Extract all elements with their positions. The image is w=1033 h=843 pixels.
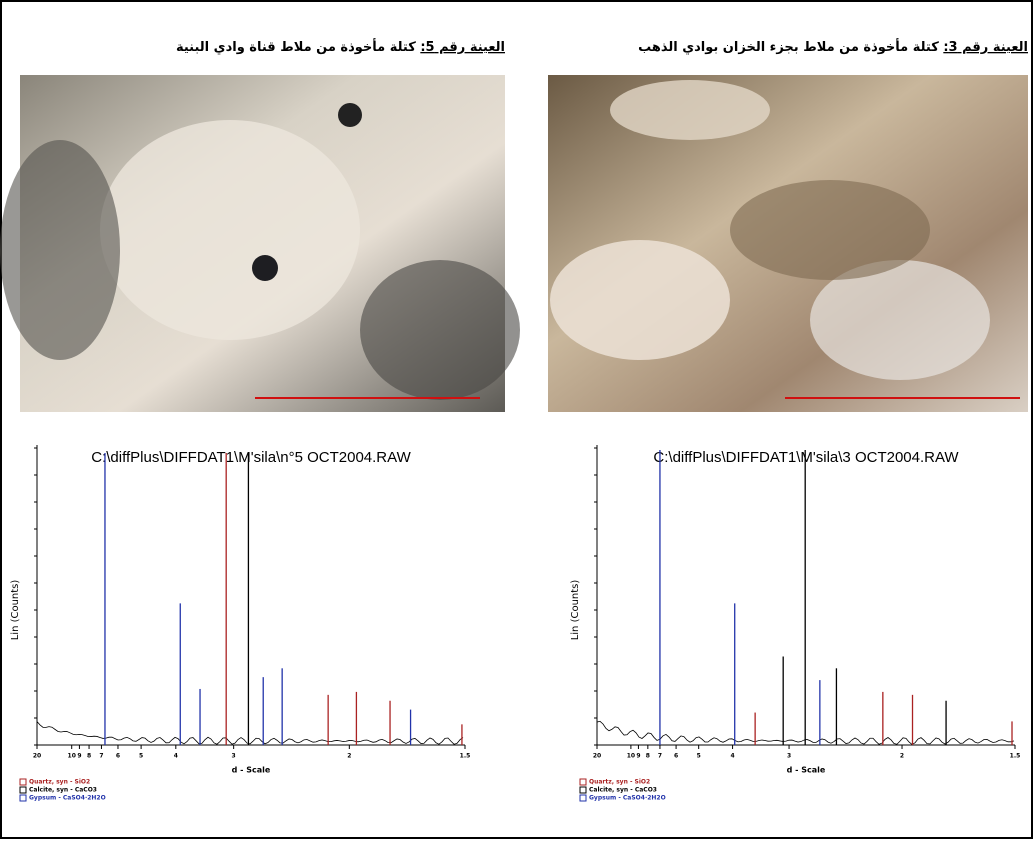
- x-tick-label: 7: [99, 753, 103, 760]
- x-tick-label: 2: [347, 753, 351, 760]
- caption-label: العينة رقم 5:: [420, 40, 505, 55]
- x-tick-label: 6: [674, 753, 678, 760]
- x-tick-label: 9: [636, 753, 640, 760]
- x-axis-label: d - Scale: [787, 766, 826, 775]
- legend-entry: Calcite, syn - CaCO3: [589, 787, 657, 794]
- caption: العينة رقم 3: كتلة مأخوذة من ملاط بجزء ا…: [638, 38, 1028, 55]
- caption-text: كتلة مأخوذة من ملاط قناة وادي البنية: [176, 38, 420, 55]
- legend-swatch: [580, 787, 586, 793]
- x-tick-label: 1.5: [460, 753, 471, 760]
- x-tick-label: 6: [116, 753, 120, 760]
- legend-entry: Quartz, syn - SiO2: [589, 779, 650, 786]
- x-tick-label: 20: [33, 753, 41, 760]
- legend-swatch: [20, 795, 26, 801]
- x-tick-label: 3: [232, 753, 236, 760]
- x-tick-label: 3: [787, 753, 791, 760]
- caption: العينة رقم 5: كتلة مأخوذة من ملاط قناة و…: [176, 38, 505, 55]
- x-tick-label: 10: [627, 753, 635, 760]
- x-tick-label: 5: [697, 753, 701, 760]
- caption-label: العينة رقم 3:: [943, 40, 1028, 55]
- legend-entry: Gypsum - CaSO4·2H2O: [589, 795, 666, 802]
- chart-title: C:\diffPlus\DIFFDAT1\M'sila\n°5 OCT2004.…: [91, 449, 411, 466]
- page: العينة رقم 5: كتلة مأخوذة من ملاط قناة و…: [0, 0, 1033, 839]
- x-tick-label: 9: [77, 753, 81, 760]
- chart-title: C:\diffPlus\DIFFDAT1\M'sila\3 OCT2004.RA…: [653, 449, 959, 466]
- legend-entry: Calcite, syn - CaCO3: [29, 787, 97, 794]
- x-tick-label: 1.5: [1010, 753, 1021, 760]
- photo: [548, 75, 1028, 412]
- x-tick-label: 7: [658, 753, 662, 760]
- x-tick-label: 10: [68, 753, 76, 760]
- x-tick-label: 20: [593, 753, 601, 760]
- legend-swatch: [20, 779, 26, 785]
- background-trace: [37, 722, 463, 745]
- y-axis-label: Lin (Counts): [10, 580, 21, 641]
- legend-entry: Gypsum - CaSO4·2H2O: [29, 795, 106, 802]
- x-tick-label: 8: [87, 753, 91, 760]
- caption-text: كتلة مأخوذة من ملاط بجزء الخزان بوادي ال…: [638, 38, 943, 55]
- x-tick-label: 8: [646, 753, 650, 760]
- x-tick-label: 4: [174, 753, 178, 760]
- photo: [0, 75, 520, 412]
- x-tick-label: 2: [900, 753, 904, 760]
- legend-swatch: [20, 787, 26, 793]
- x-tick-label: 4: [730, 753, 734, 760]
- x-tick-label: 5: [139, 753, 143, 760]
- legend-entry: Quartz, syn - SiO2: [29, 779, 90, 786]
- y-axis-label: Lin (Counts): [570, 580, 581, 641]
- legend-swatch: [580, 795, 586, 801]
- legend-swatch: [580, 779, 586, 785]
- x-axis-label: d - Scale: [232, 766, 271, 775]
